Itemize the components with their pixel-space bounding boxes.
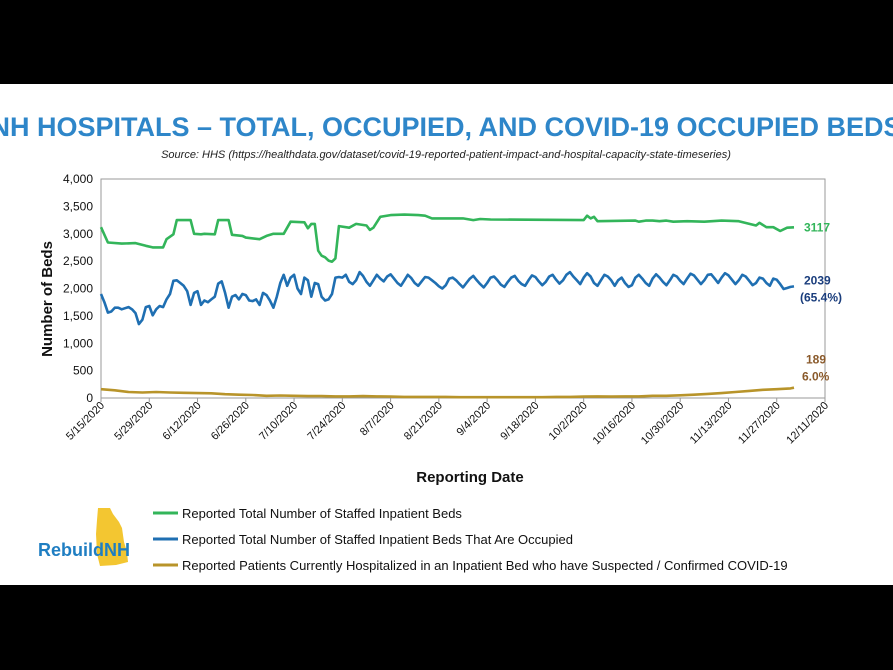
x-tick-label: 8/21/2020 bbox=[402, 400, 445, 443]
rebuild-nh-logo: RebuildNH bbox=[38, 508, 130, 566]
x-tick-label: 11/13/2020 bbox=[688, 400, 735, 447]
series-end-label: 2039 bbox=[804, 273, 831, 287]
y-tick-label: 1,500 bbox=[63, 309, 93, 323]
x-tick-label: 11/27/2020 bbox=[736, 400, 783, 447]
x-tick-label: 7/24/2020 bbox=[305, 400, 348, 443]
x-tick-label: 8/7/2020 bbox=[358, 400, 397, 439]
y-tick-label: 2,000 bbox=[63, 282, 93, 296]
legend: Reported Total Number of Staffed Inpatie… bbox=[153, 506, 788, 573]
series-end-label: 189 bbox=[806, 353, 826, 367]
y-tick-label: 0 bbox=[86, 391, 93, 405]
y-tick-label: 2,500 bbox=[63, 254, 93, 268]
x-tick-label: 6/12/2020 bbox=[161, 400, 204, 443]
y-tick-label: 1,000 bbox=[63, 336, 93, 350]
chart-title: NH HOSPITALS – TOTAL, OCCUPIED, AND COVI… bbox=[0, 112, 893, 142]
x-tick-label: 5/29/2020 bbox=[112, 400, 155, 443]
y-axis-label: Number of Beds bbox=[39, 241, 56, 357]
legend-label: Reported Patients Currently Hospitalized… bbox=[182, 558, 788, 573]
series-end-label: 3117 bbox=[804, 220, 830, 234]
x-tick-label: 10/2/2020 bbox=[547, 400, 590, 443]
series-end-sublabel: (65.4%) bbox=[800, 290, 842, 304]
x-tick-label: 12/11/2020 bbox=[784, 400, 831, 447]
logo-text: RebuildNH bbox=[38, 540, 130, 560]
chart-panel: NH HOSPITALS – TOTAL, OCCUPIED, AND COVI… bbox=[0, 84, 893, 585]
x-tick-label: 9/4/2020 bbox=[454, 400, 493, 439]
legend-label: Reported Total Number of Staffed Inpatie… bbox=[182, 532, 573, 547]
y-axis-ticks: 0 500 1,000 1,500 2,000 2,500 3,000 3,500 4,000 bbox=[63, 172, 93, 405]
y-tick-label: 3,500 bbox=[63, 199, 93, 213]
y-tick-label: 500 bbox=[73, 364, 93, 378]
chart-svg: NH HOSPITALS – TOTAL, OCCUPIED, AND COVI… bbox=[0, 112, 893, 573]
y-tick-label: 3,000 bbox=[63, 227, 93, 241]
series-line bbox=[99, 213, 795, 263]
series-layer bbox=[99, 213, 795, 399]
x-tick-label: 7/10/2020 bbox=[257, 400, 300, 443]
y-tick-label: 4,000 bbox=[63, 172, 93, 186]
x-tick-label: 10/30/2020 bbox=[639, 400, 686, 447]
x-tick-label: 5/15/2020 bbox=[64, 400, 107, 443]
x-tick-label: 10/16/2020 bbox=[591, 400, 638, 447]
x-tick-label: 6/26/2020 bbox=[209, 400, 252, 443]
chart-source: Source: HHS (https://healthdata.gov/data… bbox=[161, 149, 731, 161]
series-line bbox=[100, 386, 795, 399]
x-tick-label: 9/18/2020 bbox=[498, 400, 541, 443]
end-labels: 3117 2039 (65.4%) 189 6.0% bbox=[800, 220, 842, 383]
series-line bbox=[99, 270, 795, 326]
legend-label: Reported Total Number of Staffed Inpatie… bbox=[182, 506, 462, 521]
x-axis-ticks: 5/15/2020 5/29/2020 6/12/2020 6/26/2020 7/10… bbox=[64, 398, 831, 447]
series-end-sublabel: 6.0% bbox=[802, 370, 830, 384]
nh-state-shape-icon bbox=[96, 508, 128, 566]
x-axis-label: Reporting Date bbox=[416, 469, 524, 486]
